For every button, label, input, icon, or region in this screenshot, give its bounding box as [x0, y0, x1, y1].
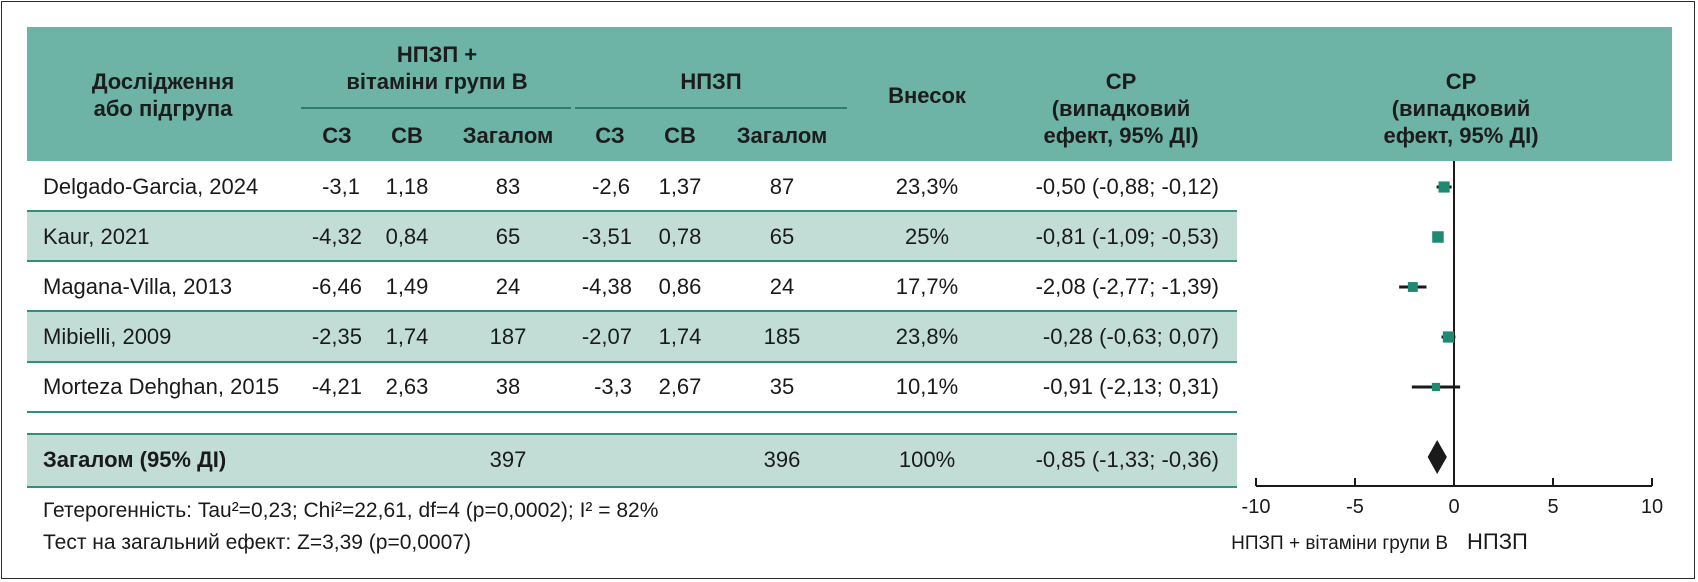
header-plot-line1: СР — [1445, 69, 1477, 94]
cell-mean2: -2,6 — [592, 174, 630, 199]
cell-sd2: 0,78 — [658, 224, 702, 249]
row-rule — [27, 411, 1237, 413]
cell-mean1: -3,1 — [322, 174, 360, 199]
header-sr-line3: ефект, 95% ДІ) — [1043, 123, 1199, 148]
group2-underline — [575, 107, 847, 109]
header-plot-line3: ефект, 95% ДІ) — [1383, 123, 1539, 148]
cell-study: Kaur, 2021 — [43, 224, 150, 249]
cell-n2: 35 — [769, 374, 795, 399]
cell-mean2: -3,3 — [594, 374, 632, 399]
cell-study: Mibielli, 2009 — [43, 324, 172, 349]
cell-n1: 65 — [495, 224, 521, 249]
total-n2: 396 — [763, 447, 801, 472]
row-rule — [27, 260, 1237, 262]
cell-weight: 23,8% — [895, 324, 959, 349]
cell-sd1: 1,49 — [385, 274, 429, 299]
cell-ci: -2,08 (-2,77; -1,39) — [1035, 274, 1219, 299]
cell-n1: 38 — [495, 374, 521, 399]
cell-weight: 10,1% — [895, 374, 959, 399]
heterogeneity-text: Гетерогенність: Tau²=0,23; Chi²=22,61, d… — [43, 499, 659, 522]
cell-mean2: -3,51 — [581, 224, 632, 249]
header-group1-line1: НПЗП + — [396, 42, 478, 67]
total-weight: 100% — [898, 447, 956, 472]
total-row-band — [27, 435, 1237, 486]
cell-study: Delgado-Garcia, 2024 — [43, 174, 259, 199]
cell-mean2: -4,38 — [581, 274, 632, 299]
cell-sd2: 2,67 — [658, 374, 702, 399]
subheader-mean2: СЗ — [595, 123, 625, 148]
cell-mean1: -4,32 — [311, 224, 362, 249]
cell-sd1: 1,74 — [385, 324, 429, 349]
subheader-n2: Загалом — [736, 123, 828, 148]
header-plot-line2: (випадковий — [1391, 96, 1531, 121]
cell-mean1: -2,35 — [311, 324, 362, 349]
cell-n1: 83 — [495, 174, 521, 199]
cell-mean1: -4,21 — [311, 374, 362, 399]
row-band-2 — [27, 212, 1237, 261]
subheader-mean1: СЗ — [322, 123, 352, 148]
cell-mean2: -2,07 — [581, 324, 632, 349]
cell-sd2: 1,74 — [658, 324, 702, 349]
cell-n2: 24 — [769, 274, 795, 299]
cell-sd1: 1,18 — [385, 174, 429, 199]
cell-n2: 185 — [763, 324, 801, 349]
cell-ci: -0,50 (-0,88; -0,12) — [1035, 174, 1219, 199]
cell-study: Magana-Villa, 2013 — [43, 274, 233, 299]
header-sr-line2: (випадковий — [1051, 96, 1191, 121]
cell-ci: -0,91 (-2,13; 0,31) — [1042, 374, 1219, 399]
row-rule — [27, 210, 1237, 212]
x-tick-label: 10 — [1640, 496, 1664, 518]
cell-n2: 87 — [769, 174, 795, 199]
cell-n2: 65 — [769, 224, 795, 249]
total-ci: -0,85 (-1,33; -0,36) — [1035, 447, 1219, 472]
row-rule — [27, 310, 1237, 312]
cell-weight: 17,7% — [895, 274, 959, 299]
cell-weight: 25% — [904, 224, 950, 249]
header-group2: НПЗП — [680, 69, 742, 94]
cell-ci: -0,81 (-1,09; -0,53) — [1035, 224, 1219, 249]
cell-ci: -0,28 (-0,63; 0,07) — [1042, 324, 1219, 349]
cell-sd1: 2,63 — [385, 374, 429, 399]
subheader-n1: Загалом — [462, 123, 554, 148]
cell-n1: 24 — [495, 274, 521, 299]
favours-right-label: НПЗП — [1467, 529, 1528, 554]
cell-sd2: 1,37 — [658, 174, 702, 199]
cell-weight: 23,3% — [895, 174, 959, 199]
table-header-band — [27, 27, 1672, 161]
total-label: Загалом (95% ДІ) — [43, 447, 227, 472]
x-tick-label: -10 — [1241, 496, 1271, 518]
group1-underline — [301, 107, 571, 109]
row-rule — [27, 361, 1237, 363]
header-group1-line2: вітаміни групи В — [346, 69, 528, 94]
header-study-line2: або підгрупа — [93, 96, 233, 121]
subheader-sd1: СВ — [391, 123, 423, 148]
x-tick-label: 0 — [1448, 496, 1460, 518]
cell-study: Morteza Dehghan, 2015 — [43, 374, 280, 399]
row-band-4 — [27, 312, 1237, 361]
header-study-line1: Дослідження — [91, 69, 235, 94]
header-weight: Внесок — [888, 83, 966, 108]
cell-sd1: 0,84 — [385, 224, 429, 249]
row-rule — [27, 486, 1237, 488]
cell-sd2: 0,86 — [658, 274, 702, 299]
x-tick-label: -5 — [1346, 496, 1364, 518]
cell-n1: 187 — [489, 324, 527, 349]
cell-mean1: -6,46 — [311, 274, 362, 299]
row-rule — [27, 433, 1237, 435]
header-sr-line1: СР — [1105, 69, 1137, 94]
total-n1: 397 — [489, 447, 527, 472]
overall-effect-test: Тест на загальний ефект: Z=3,39 (p=0,000… — [43, 531, 471, 554]
x-tick-label: 5 — [1547, 496, 1559, 518]
favours-left-label: НПЗП + вітаміни групи В — [1231, 533, 1448, 554]
subheader-sd2: СВ — [664, 123, 696, 148]
